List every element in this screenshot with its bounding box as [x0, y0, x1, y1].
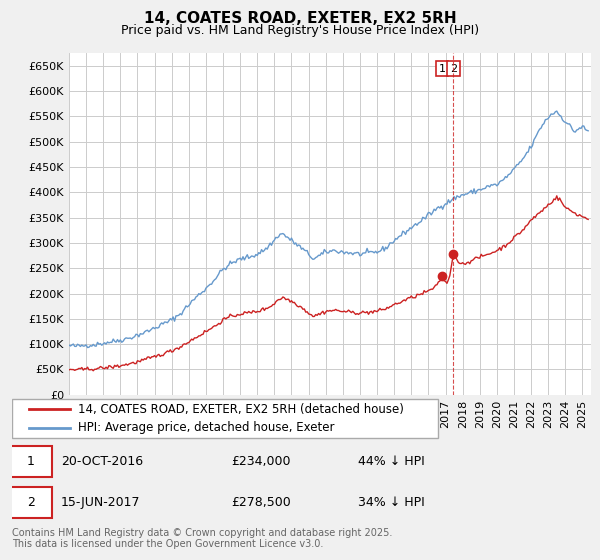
Text: 20-OCT-2016: 20-OCT-2016 [61, 455, 143, 468]
Text: 1: 1 [27, 455, 35, 468]
Text: Contains HM Land Registry data © Crown copyright and database right 2025.
This d: Contains HM Land Registry data © Crown c… [12, 528, 392, 549]
FancyBboxPatch shape [9, 446, 52, 477]
Text: Price paid vs. HM Land Registry's House Price Index (HPI): Price paid vs. HM Land Registry's House … [121, 24, 479, 36]
Text: 2: 2 [449, 64, 457, 73]
FancyBboxPatch shape [12, 399, 438, 438]
Text: £278,500: £278,500 [231, 496, 290, 509]
Text: £234,000: £234,000 [231, 455, 290, 468]
Text: 15-JUN-2017: 15-JUN-2017 [61, 496, 140, 509]
Text: 34% ↓ HPI: 34% ↓ HPI [358, 496, 424, 509]
Text: 2: 2 [27, 496, 35, 509]
Text: 14, COATES ROAD, EXETER, EX2 5RH: 14, COATES ROAD, EXETER, EX2 5RH [143, 11, 457, 26]
Text: 1: 1 [439, 64, 446, 73]
FancyBboxPatch shape [9, 487, 52, 518]
Text: 14, COATES ROAD, EXETER, EX2 5RH (detached house): 14, COATES ROAD, EXETER, EX2 5RH (detach… [78, 403, 404, 416]
Text: HPI: Average price, detached house, Exeter: HPI: Average price, detached house, Exet… [78, 421, 335, 435]
Text: 44% ↓ HPI: 44% ↓ HPI [358, 455, 424, 468]
